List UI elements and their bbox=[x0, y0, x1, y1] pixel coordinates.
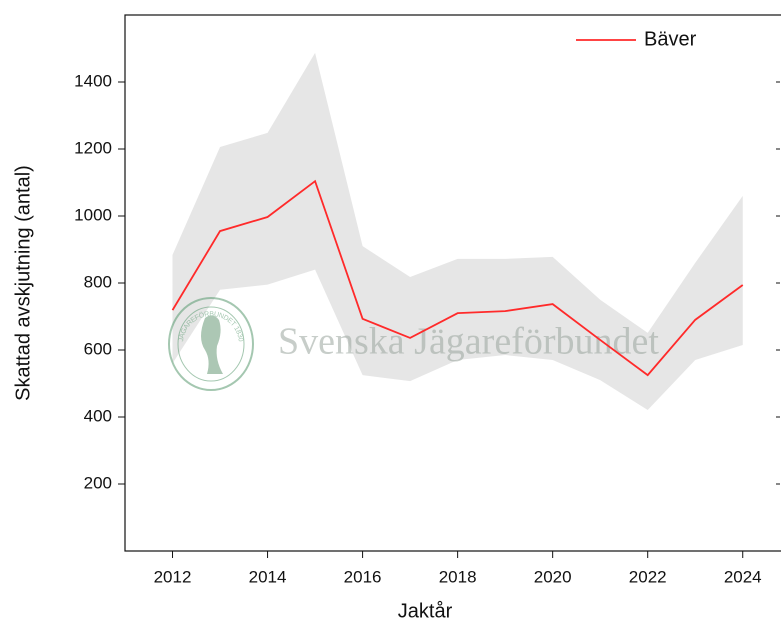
y-tick-label: 600 bbox=[84, 339, 112, 358]
y-tick-label: 1400 bbox=[74, 71, 112, 90]
x-tick-label: 2022 bbox=[629, 567, 667, 586]
x-tick-label: 2018 bbox=[439, 567, 477, 586]
y-tick-label: 1200 bbox=[74, 138, 112, 157]
x-axis-label: Jaktår bbox=[398, 600, 453, 622]
y-tick-label: 400 bbox=[84, 406, 112, 425]
x-tick-label: 2016 bbox=[344, 567, 382, 586]
legend-label: Bäver bbox=[644, 28, 697, 50]
x-tick-label: 2014 bbox=[249, 567, 287, 586]
y-tick-label: 1000 bbox=[74, 205, 112, 224]
seal-inner-ring bbox=[177, 306, 245, 382]
y-tick-label: 800 bbox=[84, 272, 112, 291]
watermark-text: Svenska Jägareförbundet bbox=[278, 321, 659, 363]
x-tick-label: 2012 bbox=[154, 567, 192, 586]
y-axis-label: Skattad avskjutning (antal) bbox=[12, 165, 34, 401]
y-tick-label: 200 bbox=[84, 473, 112, 492]
confidence-band bbox=[172, 52, 743, 410]
seal-eagle bbox=[201, 315, 223, 374]
x-tick-label: 2020 bbox=[534, 567, 572, 586]
x-tick-label: 2024 bbox=[724, 567, 762, 586]
data-line bbox=[171, 179, 744, 377]
seal-ring bbox=[168, 297, 254, 391]
